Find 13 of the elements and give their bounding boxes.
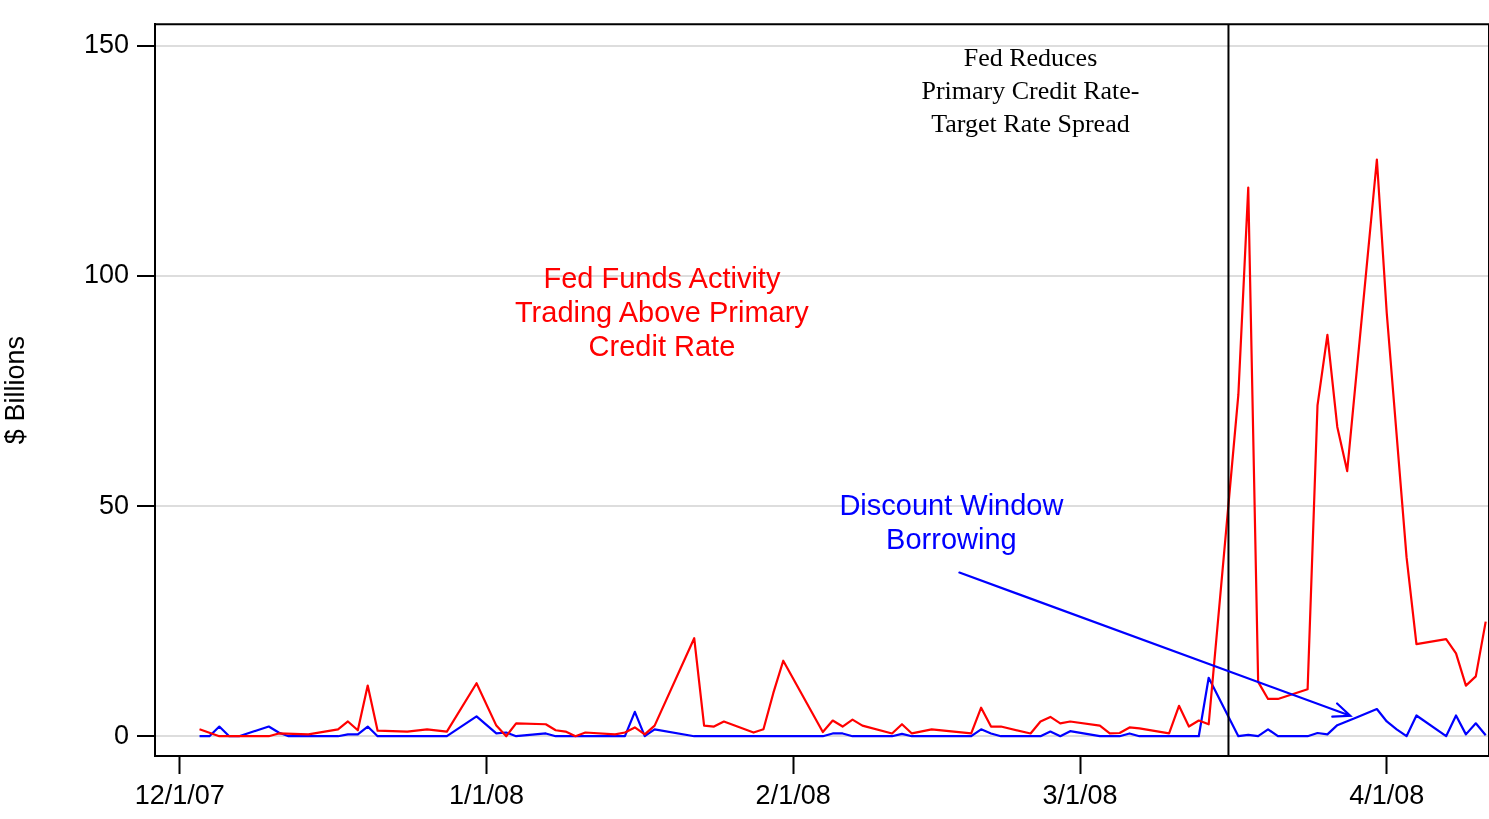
- text: Fed Funds Activity Trading Above Primary Credit Rate: [514, 262, 810, 363]
- x-tick-label: 2/1/08: [755, 779, 831, 810]
- y-tick-label: 0: [113, 719, 129, 750]
- y-tick-label: 100: [83, 259, 129, 290]
- y-tick-label: 50: [98, 489, 129, 520]
- x-tick-label: 12/1/07: [134, 779, 225, 810]
- y-tick-label: 150: [83, 29, 129, 60]
- x-tick-label: 4/1/08: [1349, 779, 1425, 810]
- x-tick-label: 1/1/08: [448, 779, 524, 810]
- x-tick-label: 3/1/08: [1042, 779, 1118, 810]
- text: Discount Window Borrowing: [839, 489, 1065, 556]
- y-axis-title: $ Billions: [0, 336, 30, 445]
- ref-line-label: Fed Reduces Primary Credit Rate- Target Rate Spread: [921, 43, 1140, 139]
